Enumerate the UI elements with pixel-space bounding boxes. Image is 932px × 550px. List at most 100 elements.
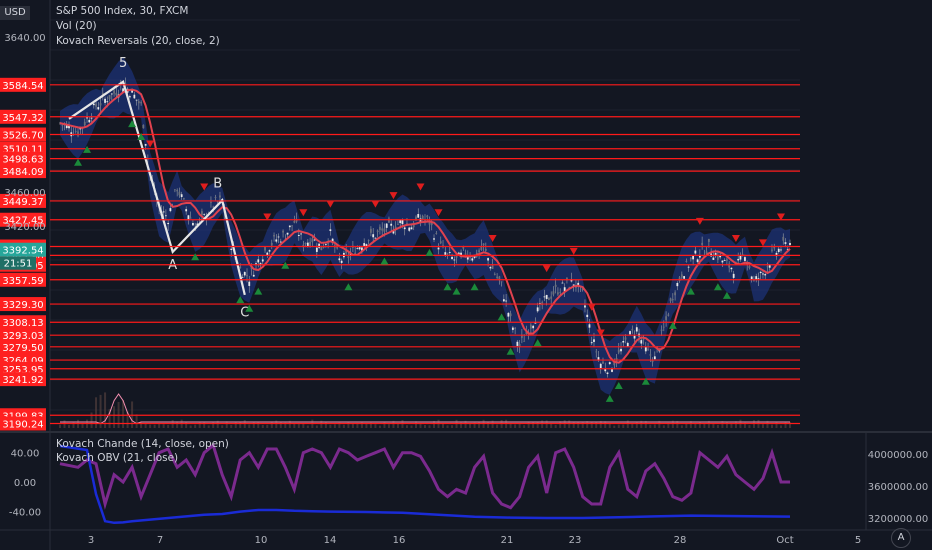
candle-body: [422, 216, 424, 220]
candle-body: [584, 305, 586, 307]
volume-bar: [163, 424, 165, 428]
candle-body: [300, 234, 302, 235]
candle-body: [388, 218, 390, 222]
up-arrow: [254, 288, 262, 295]
time-tick-label: 23: [569, 535, 582, 546]
candle-body: [375, 238, 377, 239]
down-arrow: [696, 218, 704, 225]
obv-tick-label: 3600000.00: [868, 482, 928, 493]
volume-bar: [262, 425, 264, 428]
volume-bar: [681, 425, 683, 428]
volume-bar: [334, 424, 336, 428]
candle-body: [411, 227, 413, 229]
candle-body: [762, 273, 764, 274]
candle-body: [109, 95, 111, 99]
candle-body: [611, 369, 613, 372]
candle-body: [399, 220, 401, 223]
volume-bar: [469, 423, 471, 428]
volume-bar: [591, 422, 593, 428]
candle-body: [530, 325, 532, 329]
candle-body: [507, 313, 509, 317]
down-arrow: [371, 201, 379, 208]
candle-body: [600, 364, 602, 368]
candle-body: [492, 265, 494, 268]
symbol-title[interactable]: S&P 500 Index, 30, FXCM: [56, 4, 220, 19]
candle-body: [111, 94, 113, 95]
candle-body: [744, 257, 746, 261]
up-arrow: [191, 253, 199, 260]
candle-body: [444, 252, 446, 255]
up-arrow: [426, 249, 434, 256]
candle-body: [100, 103, 102, 105]
volume-bar: [429, 425, 431, 428]
candle-body: [145, 144, 147, 146]
candle-body: [307, 243, 309, 247]
candle-body: [210, 202, 212, 203]
level-label: 3547.32: [2, 113, 43, 124]
auto-scale-icon[interactable]: A: [891, 528, 911, 548]
volume-bar: [145, 424, 147, 428]
reversals-legend[interactable]: Kovach Reversals (20, close, 2): [56, 34, 220, 49]
time-tick-label: 10: [255, 535, 268, 546]
time-tick-label: 14: [324, 535, 337, 546]
volume-bar: [451, 425, 453, 428]
chande-legend[interactable]: Kovach Chande (14, close, open): [56, 437, 229, 451]
volume-bar: [239, 422, 241, 428]
volume-bar: [230, 425, 232, 428]
volume-bar: [762, 424, 764, 428]
candle-body: [246, 275, 248, 276]
volume-bar: [618, 425, 620, 428]
level-label: 3584.54: [2, 81, 43, 92]
obv-legend[interactable]: Kovach OBV (21, close): [56, 451, 229, 465]
candle-body: [636, 327, 638, 331]
candle-body: [785, 242, 787, 244]
candle-body: [219, 195, 221, 197]
candle-body: [280, 242, 282, 243]
candle-body: [291, 225, 293, 226]
volume-bar: [748, 425, 750, 428]
wave-label: 5: [119, 56, 127, 71]
candle-body: [789, 243, 791, 245]
candle-body: [390, 224, 392, 226]
candle-body: [487, 258, 489, 260]
volume-ma-line: [60, 394, 790, 424]
candle-body: [546, 295, 548, 299]
candle-body: [386, 224, 388, 228]
volume-legend[interactable]: Vol (20): [56, 19, 220, 34]
candle-body: [667, 314, 669, 315]
candle-body: [758, 278, 760, 279]
candle-body: [438, 248, 440, 250]
candle-body: [622, 341, 624, 342]
candle-body: [478, 250, 480, 252]
candle-body: [329, 229, 331, 231]
candle-body: [553, 291, 555, 294]
down-arrow: [570, 248, 578, 255]
candle-body: [726, 259, 728, 261]
time-tick-label: 5: [855, 535, 861, 546]
candle-body: [440, 241, 442, 243]
candle-body: [685, 261, 687, 262]
volume-bar: [780, 425, 782, 428]
volume-bar: [136, 414, 138, 428]
candle-body: [523, 341, 525, 342]
candle-body: [311, 238, 313, 242]
volume-bar: [442, 424, 444, 428]
candle-body: [665, 316, 667, 320]
volume-bar: [397, 424, 399, 428]
volume-bar: [609, 424, 611, 428]
candle-body: [694, 251, 696, 254]
volume-bar: [789, 422, 791, 428]
candle-body: [287, 233, 289, 235]
volume-bar: [199, 422, 201, 428]
candle-body: [104, 99, 106, 103]
up-arrow: [498, 313, 506, 320]
up-arrow: [615, 382, 623, 389]
up-arrow: [606, 395, 614, 402]
volume-bar: [419, 424, 421, 428]
candle-body: [701, 243, 703, 245]
time-tick-label: 16: [393, 535, 406, 546]
volume-bar: [717, 425, 719, 428]
candle-body: [661, 330, 663, 331]
